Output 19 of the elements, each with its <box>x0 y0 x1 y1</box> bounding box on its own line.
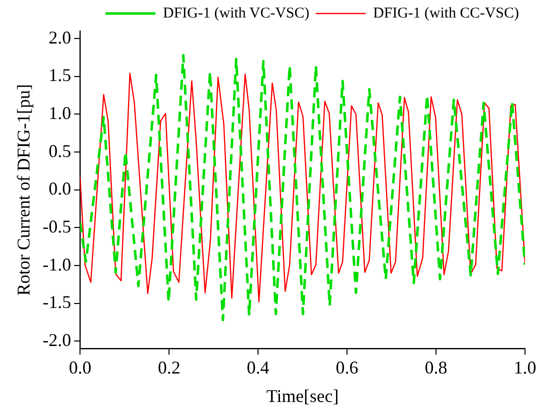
x-tick-label: 0.8 <box>424 357 448 378</box>
x-tick-label: 0.4 <box>246 357 270 378</box>
y-tick-label: 2.0 <box>48 27 72 48</box>
y-tick-label: 0.0 <box>48 178 72 199</box>
x-tick-label: 1.0 <box>514 357 536 378</box>
y-tick-label: -2.0 <box>42 330 72 350</box>
x-tick-label: 0.6 <box>336 357 358 378</box>
y-tick-label: -1.0 <box>42 254 72 274</box>
y-axis-title: Rotor Current of DFIG-1[pu] <box>14 84 34 296</box>
x-tick-label: 0.2 <box>158 357 180 378</box>
x-axis-title: Time[sec] <box>266 386 339 406</box>
y-tick-label: 0.5 <box>48 140 72 161</box>
legend-label: DFIG-1 (with VC-VSC) <box>162 5 310 22</box>
y-tick-label: -1.5 <box>42 292 72 312</box>
y-tick-label: 1.0 <box>48 102 72 123</box>
x-tick-label: 0.0 <box>68 357 92 378</box>
legend-label: DFIG-1 (with CC-VSC) <box>373 5 520 22</box>
y-tick-label: 1.5 <box>48 65 72 86</box>
y-tick-label: -0.5 <box>42 216 72 236</box>
